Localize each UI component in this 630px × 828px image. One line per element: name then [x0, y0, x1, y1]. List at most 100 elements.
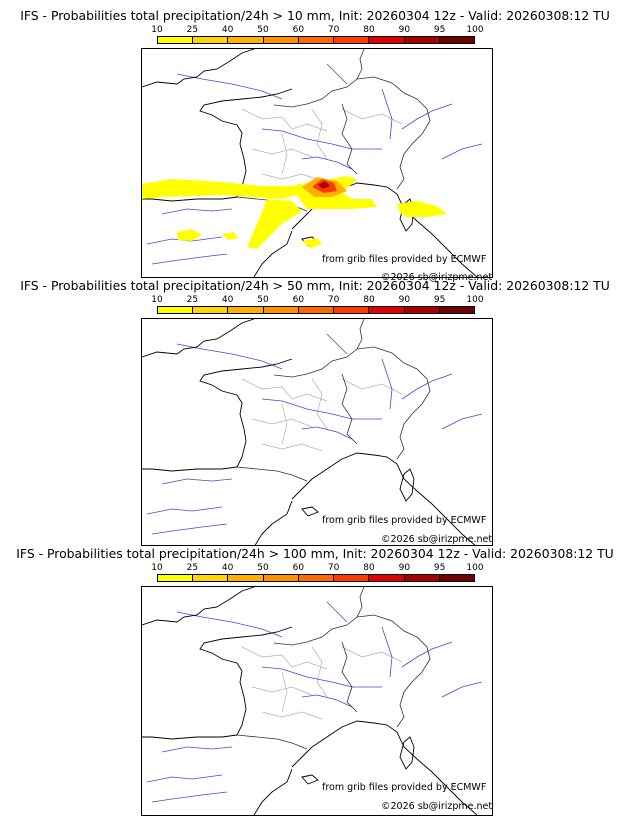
scale-swatch: [193, 37, 229, 43]
scale-tick-label: 95: [433, 563, 446, 573]
region-borders: [241, 378, 403, 452]
copyright-credit: ©2026 sb@irizpme.net: [381, 801, 493, 812]
balearic-island: [301, 774, 319, 785]
scale-tick-label: 25: [186, 563, 199, 573]
copyright-credit: ©2026 sb@irizpme.net: [381, 272, 493, 283]
scale-tick-label: 95: [433, 295, 446, 305]
map-precip-50mm: [141, 318, 493, 546]
scale-tick-label: 90: [398, 25, 411, 35]
scale-swatch: [158, 307, 194, 313]
panel-title: IFS - Probabilities total precipitation/…: [20, 8, 610, 23]
balearic-island: [301, 506, 319, 517]
country-borders: [236, 319, 431, 482]
precip-area-spot1: [177, 229, 202, 241]
scale-tick-label: 50: [257, 563, 269, 573]
source-credit: from grib files provided by ECMWF: [322, 254, 487, 265]
scale-swatch: [439, 575, 474, 581]
panel-10mm: IFS - Probabilities total precipitation/…: [0, 8, 630, 283]
scale-tick-label: 10: [151, 25, 163, 35]
country-borders: [236, 587, 431, 750]
color-scale: 10 25 40 50 60 70 80 90 95 100: [151, 25, 484, 52]
scale-swatch: [369, 307, 405, 313]
scale-swatch: [228, 37, 264, 43]
scale-tick-label: 90: [398, 563, 411, 573]
map-svg: [142, 587, 483, 815]
map-svg: [142, 319, 483, 545]
panel-50mm: IFS - Probabilities total precipitation/…: [0, 278, 630, 546]
scale-tick-label: 40: [221, 25, 234, 35]
scale-tick-label: 40: [221, 563, 234, 573]
scale-swatch: [439, 307, 474, 313]
scale-swatch: [158, 37, 194, 43]
scale-swatch: [369, 575, 405, 581]
scale-bar: [157, 306, 475, 314]
color-scale: 10 25 40 50 60 70 80 90 95 100: [151, 295, 484, 322]
scale-swatch: [439, 37, 474, 43]
coastline: [142, 587, 478, 815]
scale-bar: [157, 36, 475, 44]
precip-area-corsica: [397, 201, 447, 217]
copyright-credit: ©2026 sb@irizpme.net: [381, 534, 493, 545]
scale-tick-label: 70: [327, 563, 340, 573]
scale-ticks: 10 25 40 50 60 70 80 90 95 100: [151, 25, 483, 36]
scale-swatch: [298, 37, 335, 43]
precip-overlay: [142, 176, 447, 249]
scale-swatch: [369, 37, 405, 43]
scale-swatch: [228, 575, 264, 581]
scale-swatch: [334, 37, 370, 43]
corsica-island: [399, 736, 415, 770]
scale-tick-label: 60: [292, 563, 305, 573]
scale-swatch: [193, 575, 229, 581]
corsica-island: [399, 468, 415, 502]
rivers: [146, 601, 483, 803]
scale-swatch: [228, 307, 264, 313]
coastline: [142, 49, 478, 277]
rivers: [146, 333, 483, 535]
scale-swatch: [298, 307, 335, 313]
region-borders: [241, 646, 403, 720]
scale-swatch: [404, 307, 440, 313]
scale-swatch: [158, 575, 194, 581]
coastline: [142, 319, 476, 545]
scale-tick-label: 100: [466, 295, 484, 305]
scale-tick-label: 50: [257, 25, 269, 35]
scale-swatch: [334, 575, 370, 581]
scale-swatch: [298, 575, 335, 581]
scale-tick-label: 10: [151, 563, 163, 573]
precip-area-spot3: [222, 232, 238, 240]
color-scale: 10 25 40 50 60 70 80 90 95 100: [151, 563, 484, 590]
scale-tick-label: 70: [327, 25, 340, 35]
panel-title: IFS - Probabilities total precipitation/…: [20, 278, 610, 293]
scale-tick-label: 90: [398, 295, 411, 305]
scale-tick-label: 95: [433, 25, 446, 35]
scale-tick-label: 60: [292, 25, 305, 35]
scale-tick-label: 25: [186, 25, 199, 35]
scale-tick-label: 50: [257, 295, 269, 305]
scale-swatch: [334, 307, 370, 313]
scale-swatch: [193, 307, 229, 313]
precip-area-core: [318, 181, 330, 189]
scale-tick-label: 40: [221, 295, 234, 305]
scale-tick-label: 10: [151, 295, 163, 305]
scale-tick-label: 80: [363, 295, 375, 305]
precip-area-spot2: [302, 238, 322, 248]
scale-swatch: [404, 37, 440, 43]
scale-swatch: [404, 575, 440, 581]
scale-tick-label: 25: [186, 295, 199, 305]
corsica-island: [399, 198, 415, 232]
scale-tick-label: 60: [292, 295, 305, 305]
precip-area-spain: [247, 199, 302, 249]
scale-swatch: [263, 307, 299, 313]
panel-100mm: IFS - Probabilities total precipitation/…: [0, 546, 630, 816]
scale-bar: [157, 574, 475, 582]
scale-tick-label: 80: [363, 563, 375, 573]
map-svg: [142, 49, 483, 277]
scale-ticks: 10 25 40 50 60 70 80 90 95 100: [151, 563, 483, 574]
country-borders: [236, 49, 431, 212]
scale-tick-label: 80: [363, 25, 375, 35]
panel-title: IFS - Probabilities total precipitation/…: [16, 546, 614, 561]
source-credit: from grib files provided by ECMWF: [322, 515, 487, 526]
scale-tick-label: 70: [327, 295, 340, 305]
scale-ticks: 10 25 40 50 60 70 80 90 95 100: [151, 295, 483, 306]
source-credit: from grib files provided by ECMWF: [322, 782, 487, 793]
